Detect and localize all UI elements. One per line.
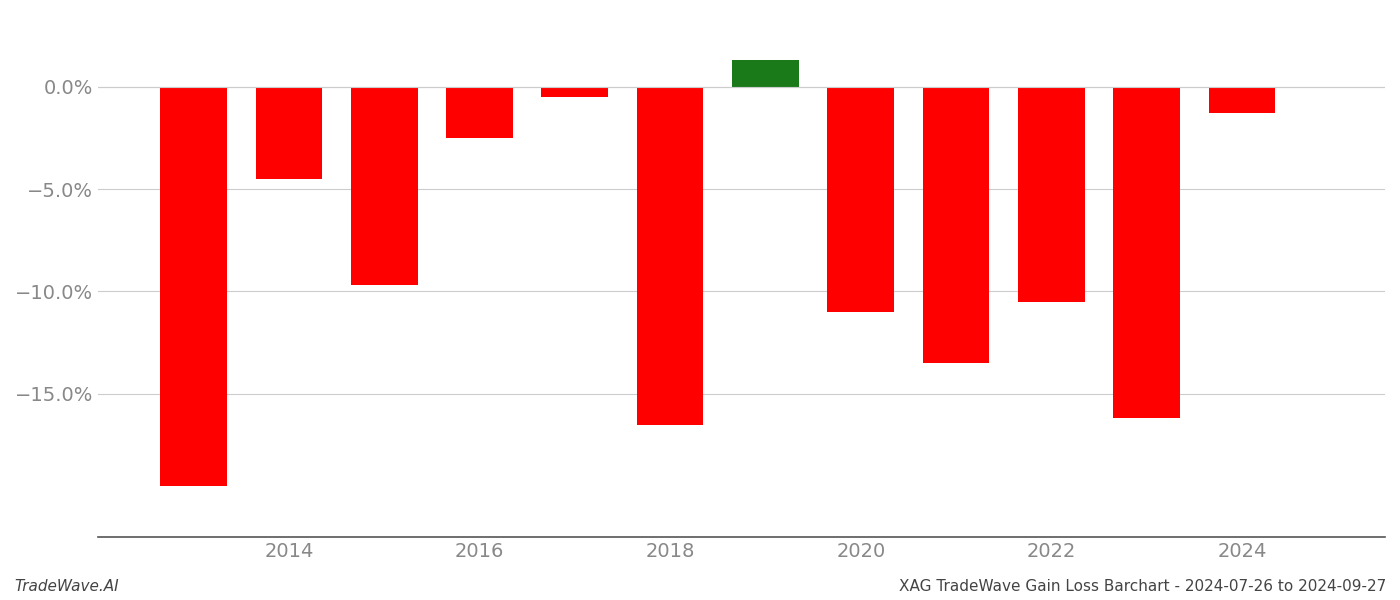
- Bar: [1208, 86, 1275, 113]
- Bar: [447, 86, 512, 138]
- Bar: [542, 86, 608, 97]
- Bar: [732, 60, 799, 86]
- Text: TradeWave.AI: TradeWave.AI: [14, 579, 119, 594]
- Bar: [1018, 86, 1085, 302]
- Bar: [827, 86, 895, 312]
- Bar: [351, 86, 417, 285]
- Bar: [923, 86, 990, 363]
- Bar: [1113, 86, 1180, 418]
- Bar: [637, 86, 703, 425]
- Bar: [160, 86, 227, 486]
- Bar: [256, 86, 322, 179]
- Text: XAG TradeWave Gain Loss Barchart - 2024-07-26 to 2024-09-27: XAG TradeWave Gain Loss Barchart - 2024-…: [899, 579, 1386, 594]
